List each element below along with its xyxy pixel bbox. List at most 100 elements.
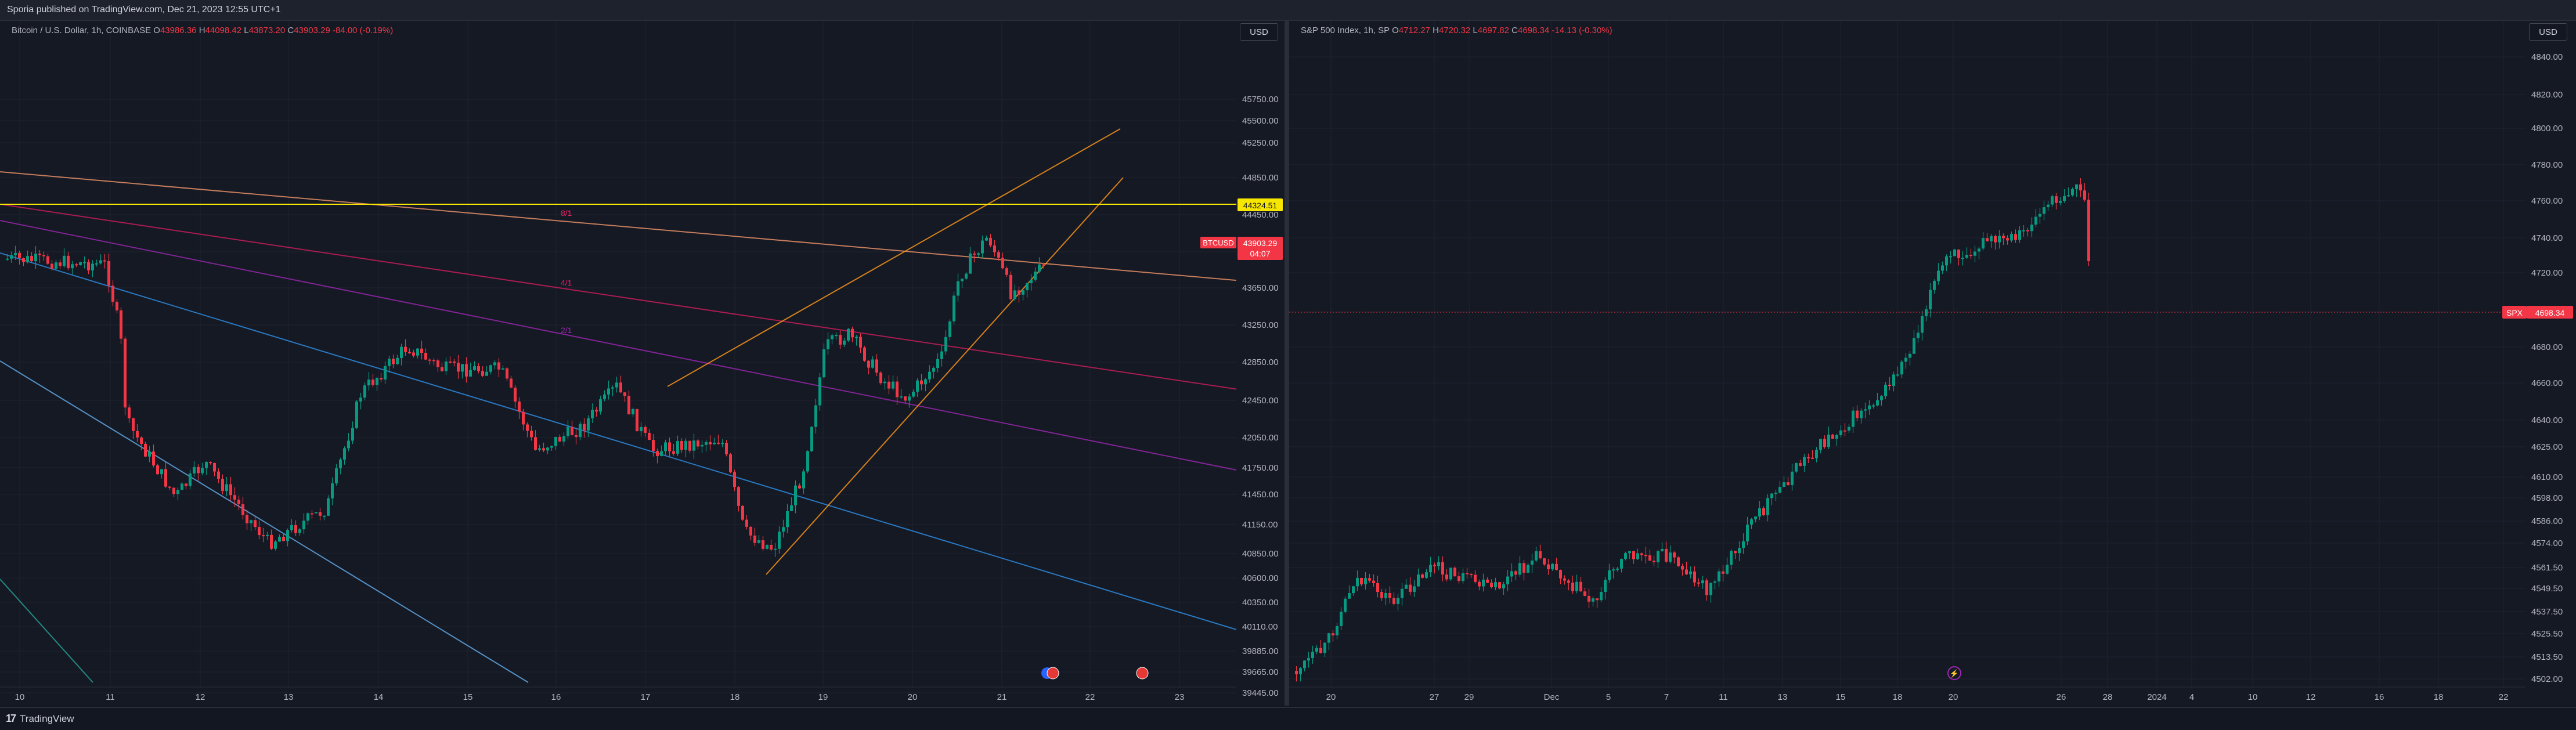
price-tick-label: 4598.00: [2531, 493, 2563, 503]
date-tick-label: Dec: [1544, 692, 1560, 702]
date-tick-label: 2024: [2147, 692, 2166, 702]
price-tick-label: 40110.00: [1242, 622, 1278, 632]
price-tick-label: 4610.00: [2531, 472, 2563, 482]
date-tick-label: 18: [730, 692, 740, 702]
candles: [1295, 178, 2090, 682]
price-tick-label: 4820.00: [2531, 90, 2563, 100]
btc-legend: Bitcoin / U.S. Dollar, 1h, COINBASE O439…: [12, 26, 394, 35]
price-tick-label: 43250.00: [1242, 320, 1279, 330]
spx-chart-canvas[interactable]: 4840.00 4820.00 4800.00 4780.00 4760.00 4740.…: [1289, 21, 2576, 706]
price-tick-label: 39445.00: [1242, 688, 1279, 698]
low-value: 43873.20: [248, 26, 286, 35]
symbol-tag-label: SPX: [2506, 308, 2523, 317]
close-value: 43903.29: [294, 26, 330, 35]
hline-price-tag: [1238, 198, 1283, 211]
price-tick-label: 4513.50: [2531, 652, 2563, 662]
date-tick-label: 13: [1778, 692, 1788, 702]
time-axis[interactable]: 20 27 29 Dec 5 7 11 13 15 18 20 26 28 2024 4 10 12 16 18 22: [1289, 686, 2526, 702]
date-tick-label: 26: [2057, 692, 2066, 702]
high-value: 4720.32: [1439, 26, 1471, 35]
lightning-icon[interactable]: [1947, 666, 1961, 680]
spx-chart-pane[interactable]: 4840.00 4820.00 4800.00 4780.00 4760.00 4740.…: [1289, 21, 2576, 706]
tradingview-brand[interactable]: 17 TradingView: [6, 713, 74, 725]
btc-chart-canvas[interactable]: 8/1 4/1 2/1 45750.00 45500.00 45250.00 4485…: [0, 21, 1285, 706]
date-tick-label: 10: [2248, 692, 2258, 702]
currency-button[interactable]: USD: [2529, 23, 2567, 41]
price-tick-label: 4640.00: [2531, 415, 2563, 425]
pane-divider[interactable]: [1285, 21, 1289, 706]
grid: [0, 21, 1236, 693]
price-tick-label: 4720.00: [2531, 268, 2563, 278]
price-tick-label: 4660.00: [2531, 378, 2563, 388]
wedge-lower[interactable]: [766, 177, 1124, 575]
price-tick-label: 44850.00: [1242, 173, 1279, 183]
low-value: 4697.82: [1477, 26, 1509, 35]
price-tick-label: 4740.00: [2531, 233, 2563, 243]
open-value: 4712.27: [1398, 26, 1430, 35]
trendline-light-blue[interactable]: [0, 360, 529, 683]
date-tick-label: 11: [1719, 692, 1728, 702]
price-axis[interactable]: 4840.00 4820.00 4800.00 4780.00 4760.00 4740.…: [2502, 21, 2576, 706]
date-tick-label: 28: [2103, 692, 2113, 702]
symbol-name: Bitcoin / U.S. Dollar, 1h, COINBASE: [12, 26, 151, 35]
price-tick-label: 42050.00: [1242, 433, 1279, 443]
date-tick-label: 12: [2306, 692, 2316, 702]
trendline-pink[interactable]: [0, 204, 1243, 391]
price-tick-label: 41450.00: [1242, 490, 1279, 500]
date-tick-label: 18: [1893, 692, 1903, 702]
price-tick-label: 44450.00: [1242, 210, 1279, 220]
currency-button[interactable]: USD: [1240, 23, 1278, 41]
trendline-blue[interactable]: [0, 252, 1243, 632]
price-tick-label: 40350.00: [1242, 598, 1279, 608]
open-value: 43986.36: [160, 26, 197, 35]
trendline-orange[interactable]: [0, 171, 1243, 281]
brand-name: TradingView: [20, 713, 74, 724]
change-value: -84.00 (-0.19%): [332, 26, 394, 35]
date-tick-label: 15: [1836, 692, 1846, 702]
time-axis[interactable]: 10 11 12 13 14 15 16 17 18 19 20 21 22 23: [0, 686, 1236, 702]
wedge-upper[interactable]: [667, 128, 1121, 387]
level-label-2: 4/1: [561, 278, 572, 287]
published-header: Sporia published on TradingView.com, Dec…: [0, 0, 2576, 21]
date-tick-label: 15: [463, 692, 473, 702]
level-label-3: 2/1: [561, 326, 572, 335]
price-tick-label: 4800.00: [2531, 124, 2563, 133]
price-tick-label: 4574.00: [2531, 539, 2563, 548]
symbol-tag: [2502, 306, 2527, 319]
candles: [6, 233, 1045, 557]
us-flag-icon[interactable]: [1047, 667, 1059, 680]
date-tick-label: 18: [2434, 692, 2444, 702]
last-price-tag: [1238, 237, 1283, 260]
date-tick-label: 7: [1664, 692, 1669, 702]
date-tick-label: 17: [641, 692, 651, 702]
date-tick-label: 13: [284, 692, 294, 702]
date-tick-label: 29: [1464, 692, 1474, 702]
footer-bar: 17 TradingView: [0, 707, 2576, 730]
price-tick-label: 4840.00: [2531, 52, 2563, 62]
price-tick-label: 39885.00: [1242, 646, 1279, 656]
event-markers[interactable]: ⚡: [1947, 666, 1961, 680]
trendline-purple[interactable]: [0, 220, 1243, 472]
date-tick-label: 20: [908, 692, 918, 702]
price-tick-label: 4780.00: [2531, 160, 2563, 170]
date-tick-label: 27: [1430, 692, 1439, 702]
date-tick-label: 12: [196, 692, 205, 702]
date-tick-label: 19: [818, 692, 828, 702]
price-tick-label: 4502.00: [2531, 674, 2563, 684]
level-label-1: 8/1: [561, 208, 572, 218]
last-price-label: 43903.29: [1243, 238, 1278, 248]
us-flag-icon[interactable]: [1136, 667, 1149, 680]
event-markers[interactable]: [1041, 667, 1149, 680]
published-text: Sporia published on TradingView.com, Dec…: [7, 5, 281, 15]
countdown-label: 04:07: [1250, 249, 1270, 258]
date-tick-label: 14: [374, 692, 384, 702]
date-tick-label: 10: [15, 692, 25, 702]
grid: [1289, 21, 2526, 687]
price-tick-label: 40600.00: [1242, 573, 1279, 583]
price-axis[interactable]: 45750.00 45500.00 45250.00 44850.00 44450.00…: [1200, 21, 1285, 706]
btc-chart-pane[interactable]: 8/1 4/1 2/1 45750.00 45500.00 45250.00 4485…: [0, 21, 1285, 706]
drawings[interactable]: 8/1 4/1 2/1: [0, 128, 1243, 683]
date-tick-label: 23: [1175, 692, 1185, 702]
symbol-name: S&P 500 Index, 1h, SP: [1301, 26, 1390, 35]
trendline-teal[interactable]: [0, 579, 93, 683]
